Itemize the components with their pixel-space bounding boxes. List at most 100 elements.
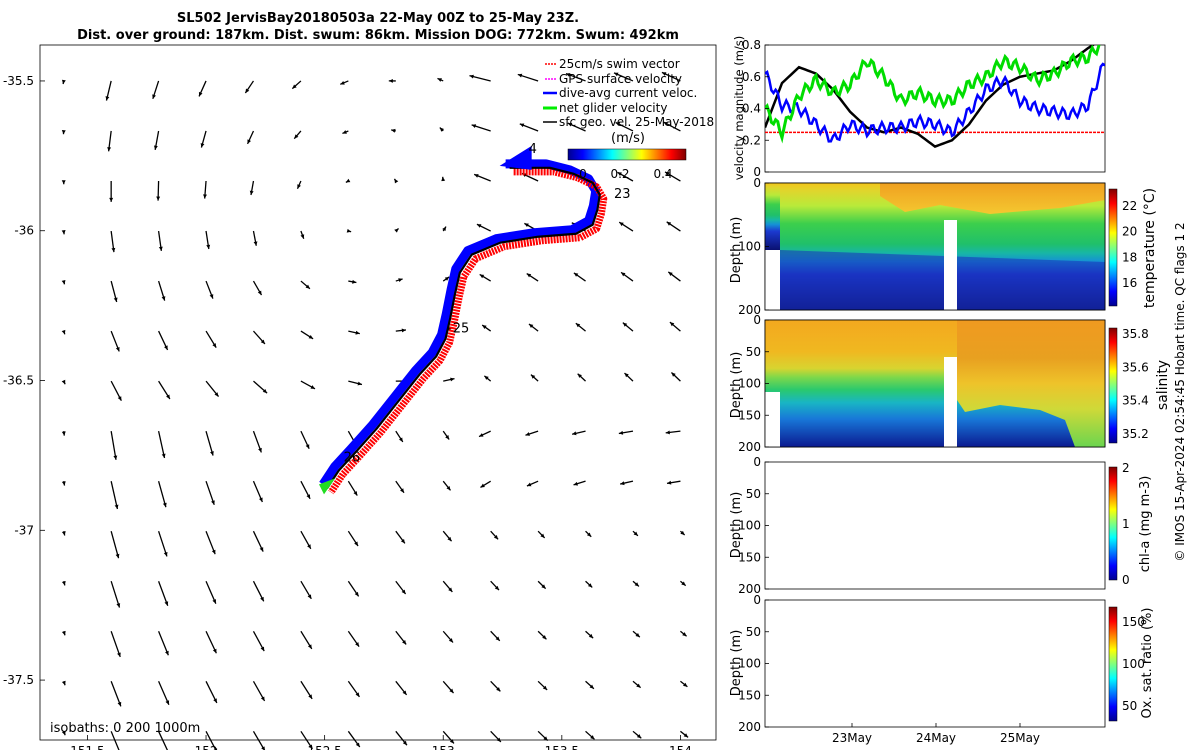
oxygen-cbar-label: Ox. sat. ratio (%) [1140,608,1155,719]
geo-arrow-81 [300,630,313,650]
oxygen-ylabel: Depth (m) [729,630,744,697]
geo-arrow-15 [107,130,112,152]
geo-arrow-head [479,274,485,279]
geo-arrow-head [682,682,688,687]
map-colorbar-label: (m/s) [611,131,645,146]
geo-arrow-head [444,276,450,281]
geo-arrow-27 [110,731,120,750]
geo-arrow-171 [618,221,634,232]
time-xtick-label-0: 23May [832,731,872,745]
chla-colorbar [1108,466,1118,581]
geo-arrow-43 [200,130,207,148]
geo-arrow-169 [615,121,634,132]
geo-arrow-83 [300,730,313,750]
map-x-ticks: 151.5 152 152.5 153 153.5 154 [70,735,692,750]
geo-arrow-head [346,228,352,233]
geo-arrow-148 [526,480,539,487]
geo-arrow-head [666,480,672,485]
geo-arrow-51 [205,530,216,555]
geo-arrow-head [398,437,403,442]
temp-cbar-tick-1: 20 [1122,225,1137,239]
temperature-y-ticks: 0 100 200 [738,176,769,317]
geo-arrow-168 [613,72,634,82]
geo-arrow-124 [442,680,455,694]
geo-arrow-head [305,284,310,289]
geo-arrow-shaft [110,631,121,658]
legend-entry-net: net glider velocity [543,101,667,115]
geo-arrow-152 [537,680,548,691]
map-colorbar-tick-1: 0.2 [610,167,629,181]
geo-arrow-78 [300,480,311,500]
geo-arrow-head [439,127,445,132]
legend-label-net: net glider velocity [559,101,667,115]
geo-arrow-5 [61,329,66,335]
geo-arrow-head [61,379,66,385]
geo-arrow-head [61,230,66,235]
geo-arrow-shaft [205,430,214,456]
geo-arrow-head [476,224,482,228]
geo-arrow-105 [395,430,404,443]
geo-arrow-head [665,171,670,176]
geo-arrow-73 [300,230,305,239]
ox-tick-label-0: 0 [753,593,761,607]
time-x-ticks: 23May 24May 25May [832,723,1040,745]
temp-tick-label-2: 200 [738,303,761,317]
geo-arrow-160 [577,373,586,382]
geo-arrow-88 [348,279,357,284]
geo-arrow-head [245,88,250,93]
geo-arrow-shaft [205,630,217,654]
geo-arrow-head [212,648,217,654]
geo-arrow-head [198,91,203,97]
geo-arrow-103 [395,328,407,333]
geo-arrow-191 [679,530,686,536]
geo-arrow-head [449,688,454,694]
geo-arrow-head [665,430,670,435]
geo-arrow-head [117,701,122,707]
geo-arrow-131 [481,324,492,332]
geo-arrow-head [634,582,639,587]
map-panel: 151.5152152.5153153.5154 -35.5-36-36.5-3… [3,44,717,750]
temperature-colorbar [1108,188,1118,307]
geo-arrow-68 [252,680,266,702]
geo-arrow-head [449,739,454,744]
legend-entry-current: dive-avg current veloc. [543,86,697,100]
geo-arrow-39 [157,631,169,656]
geo-arrow-28 [152,80,160,100]
geo-arrow-head [469,74,474,79]
geo-arrow-head [61,431,66,436]
chla-tick-label-0: 0 [753,455,761,469]
geo-arrow-178 [632,580,640,587]
geo-arrow-29 [153,130,160,150]
geo-arrow-89 [348,330,360,335]
geo-arrow-58 [249,180,255,196]
geo-arrow-127 [471,124,491,132]
geo-arrow-93 [347,530,359,547]
geo-arrow-head [161,296,166,301]
geo-arrow-head [402,740,407,746]
ox-tick-label-2: 100 [738,657,761,671]
geo-arrow-42 [198,80,207,97]
geo-arrow-26 [110,681,122,707]
oxygen-colorbar-ticks: 150 100 50 [1122,615,1145,713]
geo-arrow-head [61,531,66,536]
geo-arrow-134 [480,480,492,489]
geo-arrow-head [214,392,219,397]
geo-arrow-head [61,129,66,135]
geo-arrow-25 [110,631,121,658]
geo-arrow-head [163,551,168,557]
geo-arrow-154 [565,72,586,82]
day-labels: 23 25 26 4 [344,142,631,466]
geo-arrow-185 [666,221,681,232]
map-y-ticks: -35.5 -36 -36.5 -37 -37.5 [3,74,45,687]
geo-arrow-shaft [157,530,168,557]
geo-arrow-head [622,322,628,327]
geo-arrow-head [200,143,205,148]
geo-arrow-129 [476,223,491,232]
geo-arrow-116 [442,276,450,282]
geo-arrow-163 [585,530,592,538]
geo-arrow-10 [61,580,66,586]
geo-arrow-head [61,481,66,486]
day-label-2: 26 [344,450,361,465]
chla-panel: 0 50 100 150 200 Depth (m) 2 1 0 chl-a (mg m-3… [729,455,1153,596]
geo-arrow-head [445,435,450,440]
